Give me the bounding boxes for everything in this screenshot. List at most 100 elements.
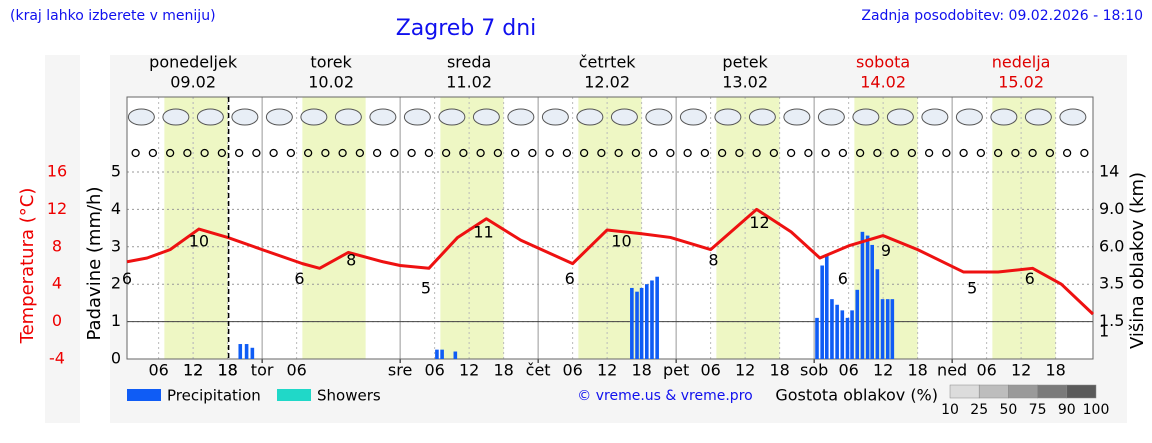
wind-symbol [1045, 148, 1055, 158]
cloud-swatch [1066, 384, 1097, 399]
cloud-icon [507, 108, 535, 126]
wind-symbol [614, 148, 623, 158]
cloud-icon [369, 108, 397, 126]
y2-tick-label: 3.5 [1099, 274, 1124, 293]
precip-bar [238, 344, 243, 359]
precip-bar [250, 347, 255, 359]
cloud-icon [472, 108, 500, 126]
wind-symbol [217, 148, 227, 158]
precip-bar [890, 299, 895, 359]
y2-axis-title: Višina oblakov (km) [1127, 172, 1148, 349]
x-tick-label: 06 [148, 361, 168, 380]
y-tick-label: 0 [111, 349, 121, 368]
y-tick-label: 2 [111, 274, 121, 293]
cloud-icon [265, 108, 293, 126]
temp-tick-label: 0 [52, 311, 62, 330]
legend-swatch [127, 389, 161, 401]
y-tick-label: 4 [111, 199, 121, 218]
x-tick-label: 18 [1045, 361, 1065, 380]
cloud-icon [645, 108, 673, 126]
precip-bar [835, 304, 839, 359]
day-name: ponedeljek [149, 53, 238, 72]
cloud-tick-label: 75 [1029, 402, 1047, 418]
x-tick-label: 18 [217, 361, 237, 380]
cloud-icon [231, 108, 259, 126]
wind-symbol [924, 148, 934, 158]
wind-symbol [459, 148, 468, 158]
wind-symbol [372, 148, 382, 158]
precip-bar [650, 280, 654, 359]
precip-bar [885, 299, 890, 359]
day-date: 12.02 [584, 73, 630, 92]
precip-bar [840, 310, 845, 359]
temp-label: 5 [421, 278, 431, 297]
wind-symbol [407, 148, 416, 158]
wind-symbol [907, 148, 917, 158]
x-tick-label: 06 [562, 361, 582, 380]
cloud-icon [403, 108, 431, 126]
x-tick-label: 18 [493, 361, 513, 380]
precip-bar [875, 269, 880, 359]
day-name: petek [722, 53, 768, 72]
wind-symbol [1028, 148, 1037, 158]
cloud-swatch [1037, 384, 1068, 399]
x-tick-label: 12 [735, 361, 755, 380]
wind-symbol [390, 148, 399, 158]
cloud-icon [610, 108, 638, 126]
cloud-swatch [949, 384, 980, 399]
updated: Zadnja posodobitev: 09.02.2026 - 18:10 [861, 8, 1143, 24]
day-date: 09.02 [170, 73, 216, 92]
cloud-icon [300, 108, 328, 126]
cloud-icon [196, 108, 224, 126]
precip-bar [815, 317, 819, 359]
temp-tick-label: -4 [49, 349, 65, 368]
precip-bar [860, 231, 865, 359]
wind-symbol [666, 148, 675, 158]
cloud-icon [576, 108, 604, 126]
temp-label: 10 [189, 232, 209, 251]
wind-symbol [648, 148, 658, 158]
precip-bar [865, 235, 870, 359]
cloud-icon [748, 108, 776, 126]
wind-symbol [200, 148, 209, 158]
y-tick-label: 1 [111, 311, 121, 330]
x-tick-label: 06 [838, 361, 858, 380]
x-tick-label: 18 [631, 361, 651, 380]
wind-symbol [269, 148, 278, 158]
precip-bar [850, 310, 854, 359]
legend-swatch [277, 389, 311, 401]
cloud-icon [886, 108, 914, 126]
wind-symbol [148, 148, 158, 158]
x-tick-label: 12 [597, 361, 617, 380]
wind-symbol [683, 148, 692, 158]
temp-label: 8 [346, 250, 356, 269]
cloud-tick-label: 50 [999, 402, 1017, 418]
wind-symbol [942, 148, 951, 158]
day-name: sobota [856, 53, 910, 72]
y-tick-label: 3 [111, 236, 121, 255]
wind-symbol [786, 148, 796, 158]
y2-tick-label: 9.0 [1099, 199, 1124, 218]
x-tick-label: sre [388, 361, 412, 380]
wind-symbol [631, 148, 641, 158]
temp-label: 9 [881, 241, 891, 260]
cloud-icon [541, 108, 569, 126]
wind-symbol [597, 148, 606, 158]
precip-bar [244, 344, 249, 359]
temp-label: 12 [749, 213, 769, 232]
copyright: © vreme.us & vreme.pro [577, 388, 752, 404]
cloud-icon [1024, 108, 1052, 126]
daylight [992, 97, 1056, 359]
wind-symbol [1080, 148, 1089, 158]
x-tick-label: 18 [907, 361, 927, 380]
wind-symbol [1011, 148, 1020, 158]
cloud-icon [921, 108, 949, 126]
precip-bar [870, 244, 874, 359]
wind-symbol [717, 148, 727, 158]
wind-symbol [838, 148, 848, 158]
cloud-icon [162, 108, 190, 126]
wind-symbol [976, 148, 986, 158]
x-tick-label: 12 [1011, 361, 1031, 380]
wind-symbol [735, 148, 744, 158]
wind-symbol [165, 148, 175, 158]
